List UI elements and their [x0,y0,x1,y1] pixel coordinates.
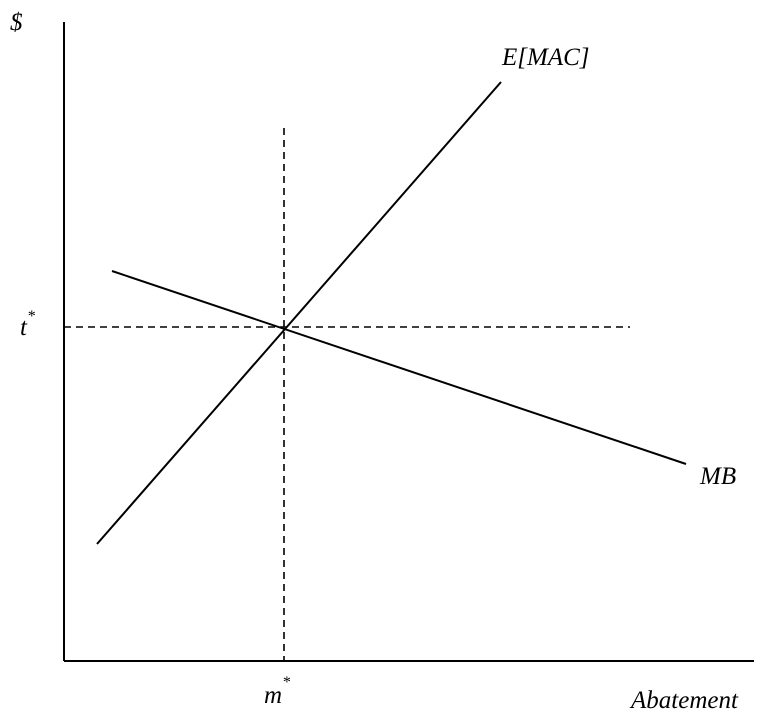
y-axis-label: $ [10,9,23,36]
mb-curve-label: MB [699,463,736,490]
m-star-base: m [264,682,282,709]
x-axis-label: Abatement [629,687,739,714]
t-star-label: t* [20,308,35,341]
t-star-base: t [20,314,28,341]
mac-curve-label: E[MAC] [501,44,590,71]
m-star-label: m* [264,674,290,709]
m-star-superscript: * [282,674,290,691]
expected-mac-curve [96,81,502,545]
t-star-superscript: * [27,308,35,325]
mb-curve [111,270,687,465]
